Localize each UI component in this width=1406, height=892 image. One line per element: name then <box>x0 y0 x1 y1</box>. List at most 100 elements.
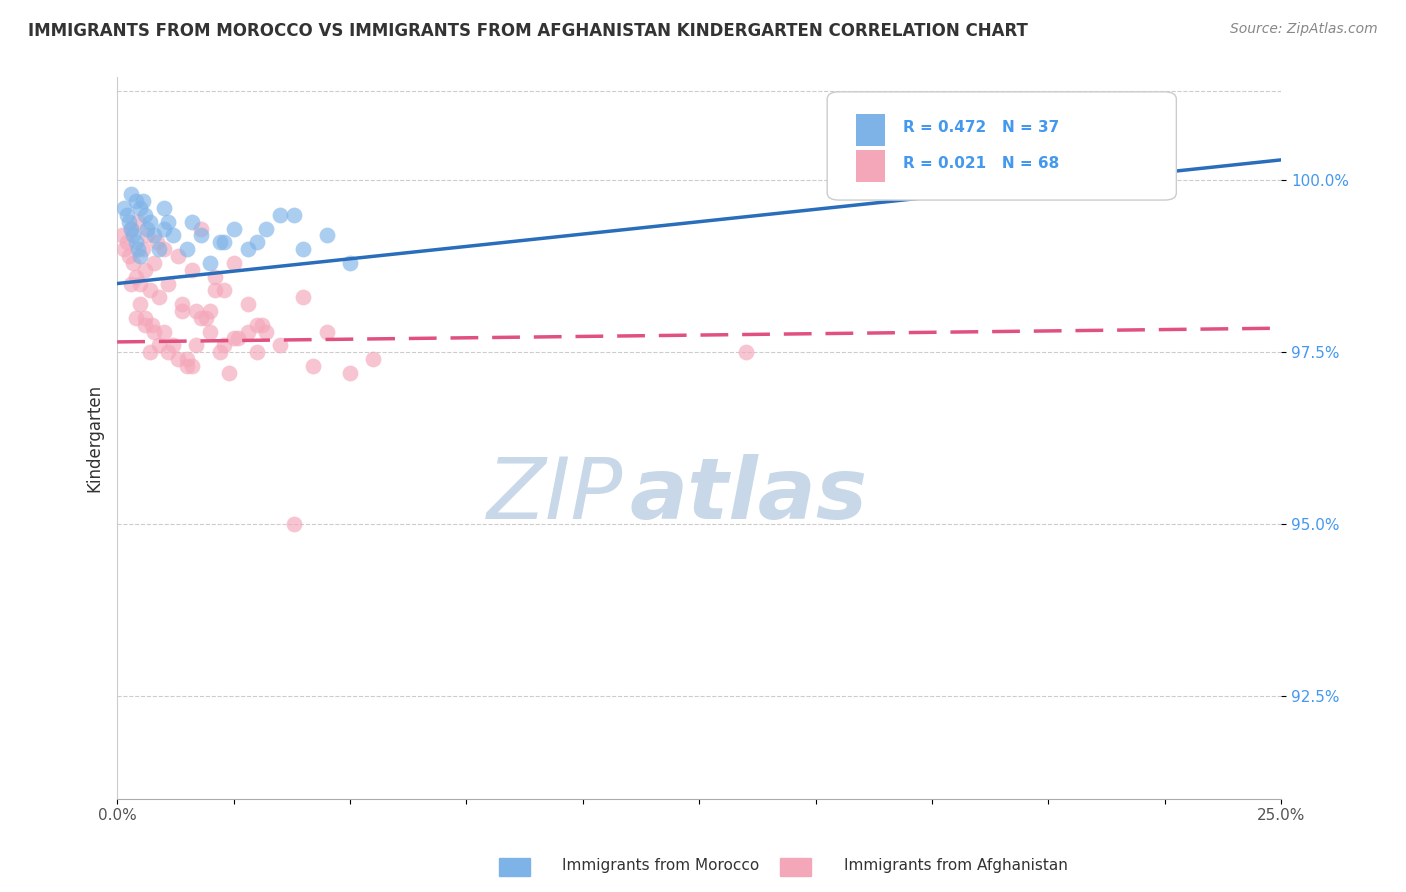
Point <box>115 235 138 250</box>
Point <box>292 290 315 304</box>
Text: R = 0.472   N = 37: R = 0.472 N = 37 <box>903 120 1059 136</box>
Point <box>120 277 142 291</box>
Point <box>315 325 337 339</box>
Point <box>125 235 148 250</box>
Point <box>236 297 259 311</box>
Point <box>134 262 156 277</box>
Point <box>200 256 222 270</box>
Point <box>127 242 149 256</box>
Point <box>139 215 162 229</box>
Point <box>222 256 245 270</box>
Point <box>157 215 180 229</box>
Point <box>127 215 149 229</box>
Point <box>166 249 188 263</box>
Point <box>129 297 152 311</box>
Point <box>143 228 166 243</box>
FancyBboxPatch shape <box>827 92 1177 200</box>
Point <box>218 366 240 380</box>
Point <box>292 242 315 256</box>
Point <box>176 359 198 373</box>
Point <box>222 331 245 345</box>
FancyBboxPatch shape <box>856 113 886 146</box>
Point <box>134 318 156 332</box>
Point <box>190 310 212 325</box>
Point <box>152 242 174 256</box>
Point <box>134 208 156 222</box>
Point <box>157 277 180 291</box>
Point <box>118 215 141 229</box>
Point <box>122 256 145 270</box>
Point <box>254 221 277 235</box>
Point <box>112 242 135 256</box>
Text: #C8D8E8: #C8D8E8 <box>699 495 706 496</box>
Point <box>125 269 148 284</box>
Point <box>148 242 170 256</box>
Point <box>246 318 269 332</box>
Point <box>115 208 138 222</box>
Point <box>129 249 152 263</box>
Point <box>129 277 152 291</box>
Text: Immigrants from Afghanistan: Immigrants from Afghanistan <box>844 858 1067 872</box>
Point <box>143 325 166 339</box>
Point <box>157 345 180 359</box>
Point <box>172 297 194 311</box>
Point <box>214 284 236 298</box>
Point <box>250 318 273 332</box>
Text: atlas: atlas <box>630 454 868 537</box>
Point <box>214 235 236 250</box>
Point <box>120 187 142 202</box>
Point <box>152 201 174 215</box>
Point <box>176 242 198 256</box>
Point <box>254 325 277 339</box>
Point <box>190 221 212 235</box>
Point <box>361 352 384 367</box>
Y-axis label: Kindergarten: Kindergarten <box>86 384 103 492</box>
Point <box>136 228 159 243</box>
Point <box>143 256 166 270</box>
Point <box>236 325 259 339</box>
Point <box>186 304 208 318</box>
Point <box>112 201 135 215</box>
Point <box>236 242 259 256</box>
Point <box>180 359 202 373</box>
Point <box>1038 160 1060 174</box>
Text: Source: ZipAtlas.com: Source: ZipAtlas.com <box>1230 22 1378 37</box>
Point <box>125 310 148 325</box>
Point <box>246 235 269 250</box>
Point <box>132 194 155 208</box>
Point <box>139 284 162 298</box>
Point <box>120 221 142 235</box>
Text: Immigrants from Morocco: Immigrants from Morocco <box>562 858 759 872</box>
Point <box>118 249 141 263</box>
Point <box>246 345 269 359</box>
Point <box>269 338 291 352</box>
Point <box>214 338 236 352</box>
Point <box>129 201 152 215</box>
Point <box>111 228 134 243</box>
Text: ZIP: ZIP <box>488 454 623 537</box>
Point <box>194 310 217 325</box>
Point <box>148 338 170 352</box>
Point <box>134 310 156 325</box>
Point <box>152 325 174 339</box>
Point <box>162 338 184 352</box>
Point <box>176 352 198 367</box>
Point <box>283 516 305 531</box>
Point <box>162 228 184 243</box>
Point <box>180 262 202 277</box>
Point <box>139 345 162 359</box>
Point <box>204 284 226 298</box>
Point <box>186 338 208 352</box>
Point <box>734 345 756 359</box>
Point <box>339 256 361 270</box>
Point <box>315 228 337 243</box>
Point <box>152 221 174 235</box>
Point <box>136 221 159 235</box>
Text: IMMIGRANTS FROM MOROCCO VS IMMIGRANTS FROM AFGHANISTAN KINDERGARTEN CORRELATION : IMMIGRANTS FROM MOROCCO VS IMMIGRANTS FR… <box>28 22 1028 40</box>
Point <box>283 208 305 222</box>
Point <box>208 235 231 250</box>
Point <box>226 331 249 345</box>
Point <box>145 235 167 250</box>
Point <box>200 325 222 339</box>
Point <box>172 304 194 318</box>
